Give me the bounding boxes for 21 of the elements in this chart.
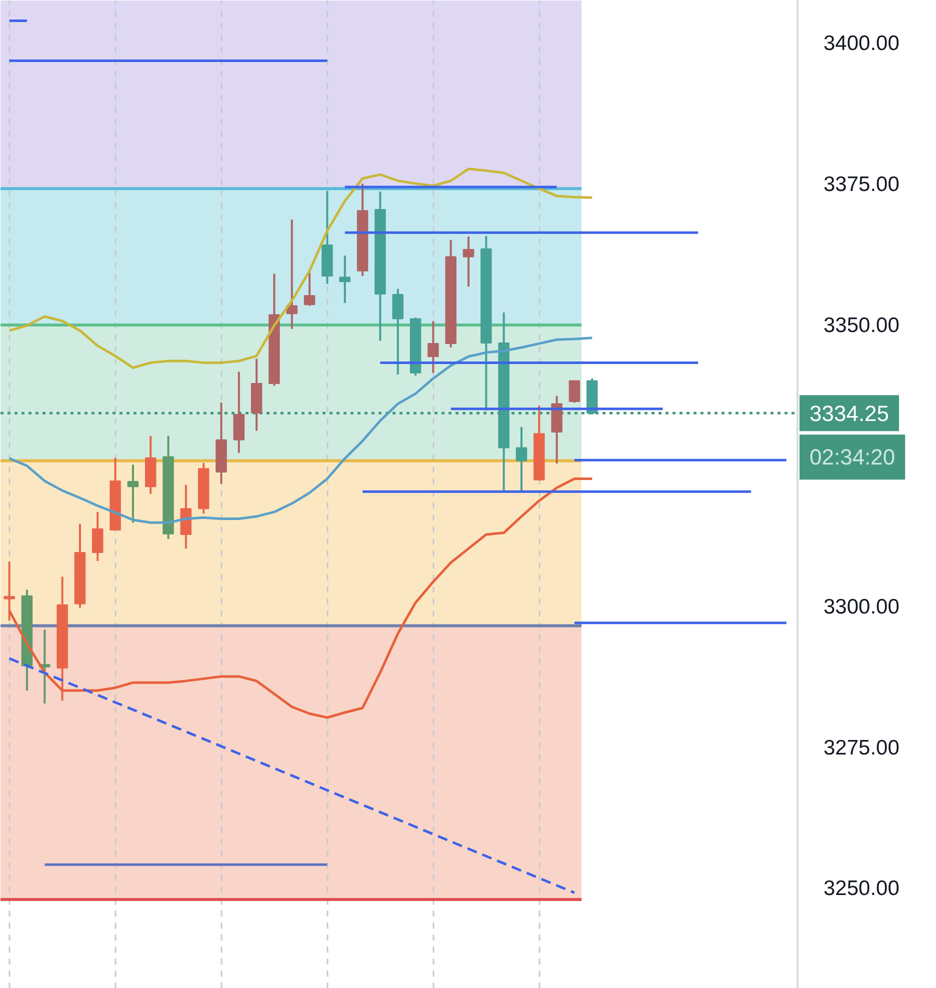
candlestick bbox=[4, 560, 15, 622]
candlestick bbox=[428, 320, 439, 374]
annotation: 02:34:20 bbox=[810, 444, 896, 470]
y-tick-label: 3350.00 bbox=[824, 314, 900, 337]
y-tick-label: 3400.00 bbox=[824, 32, 900, 56]
line-series bbox=[8, 336, 594, 524]
y-tick-label: 3275.00 bbox=[824, 736, 900, 760]
y-tick-label: 3250.00 bbox=[824, 877, 900, 900]
y-tick-label: 3300.00 bbox=[824, 596, 900, 619]
y-tick-label: 3375.00 bbox=[824, 173, 900, 196]
line-series bbox=[8, 168, 594, 370]
candlestick bbox=[92, 510, 104, 562]
candlestick bbox=[304, 272, 316, 307]
ref-line-label: 3334.25 bbox=[810, 401, 890, 426]
candlestick bbox=[339, 254, 350, 304]
candlestick bbox=[462, 236, 474, 288]
candlestick bbox=[568, 380, 580, 404]
line-series bbox=[8, 657, 576, 894]
line-series bbox=[8, 477, 594, 719]
candlestick bbox=[127, 464, 139, 524]
candlestick bbox=[516, 426, 528, 492]
